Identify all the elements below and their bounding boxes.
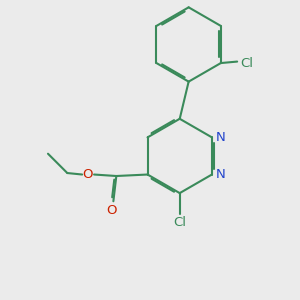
Text: N: N	[215, 131, 225, 144]
Text: O: O	[82, 168, 93, 181]
Text: Cl: Cl	[173, 216, 186, 229]
Text: O: O	[106, 204, 117, 217]
Text: N: N	[215, 168, 225, 181]
Text: Cl: Cl	[241, 57, 254, 70]
